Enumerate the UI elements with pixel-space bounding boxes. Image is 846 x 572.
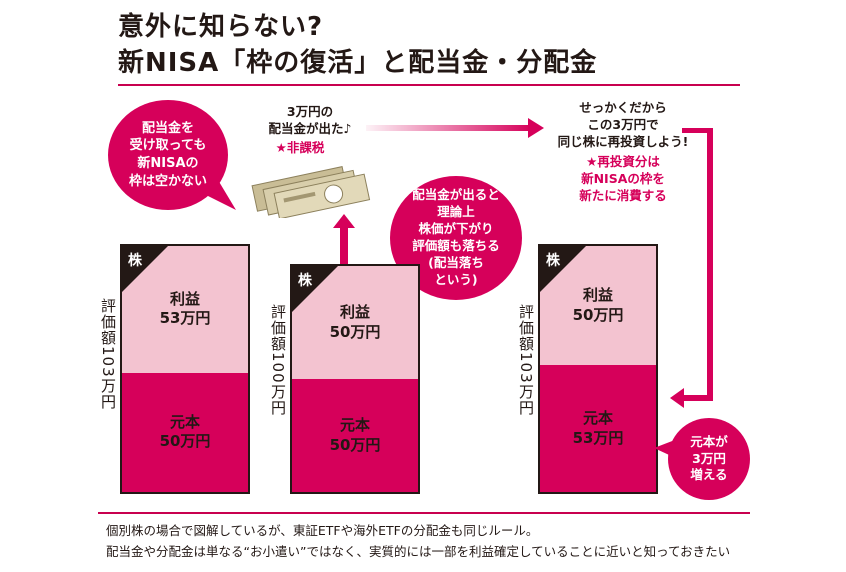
arrow-to-reinvest bbox=[366, 118, 544, 138]
stock-tag: 株 bbox=[298, 273, 312, 289]
title-line-2: 新NISA「枠の復活」と配当金・分配金 bbox=[118, 48, 598, 78]
principal-segment: 元本 50万円 bbox=[292, 379, 418, 492]
valuation-label-1: 評価額103万円 bbox=[99, 298, 117, 410]
dividend-caption: 3万円の 配当金が出た♪ bbox=[268, 104, 352, 136]
reinvest-caption: せっかくだから この3万円で 同じ株に再投資しよう! bbox=[557, 100, 689, 149]
principal-label: 元本 bbox=[169, 412, 200, 431]
profit-label: 利益 bbox=[339, 303, 370, 321]
bubble-ex-dividend: 配当金が出ると 理論上 株価が下がり 評価額も落ちる (配当落ち という) bbox=[382, 176, 522, 300]
profit-value: 53万円 bbox=[159, 309, 211, 328]
principal-value: 53万円 bbox=[572, 428, 624, 447]
profit-label: 利益 bbox=[582, 286, 613, 305]
bubble-tail bbox=[196, 180, 236, 210]
footer-rule bbox=[98, 512, 750, 514]
bubble-no-quota-text: 配当金を 受け取っても 新NISAの 枠は空かない bbox=[108, 100, 228, 210]
principal-value: 50万円 bbox=[159, 432, 211, 451]
bubble-principal-up: 元本が 3万円 増える bbox=[654, 418, 750, 500]
stock-box-1: 利益 53万円 元本 50万円 株 bbox=[120, 244, 250, 494]
profit-label: 利益 bbox=[169, 289, 200, 308]
yen-banknotes-icon bbox=[251, 166, 371, 218]
profit-value: 50万円 bbox=[329, 322, 381, 341]
principal-segment: 元本 53万円 bbox=[540, 365, 656, 492]
bubble-ex-dividend-text: 配当金が出ると 理論上 株価が下がり 評価額も落ちる (配当落ち という) bbox=[390, 176, 522, 300]
stock-tag-corner bbox=[122, 246, 168, 292]
bubble-tail bbox=[654, 438, 680, 460]
principal-value: 50万円 bbox=[329, 435, 381, 454]
valuation-label-3: 評価額103万円 bbox=[517, 304, 535, 416]
stock-tag-corner bbox=[292, 266, 338, 312]
principal-label: 元本 bbox=[582, 409, 613, 428]
title-line-1: 意外に知らない? bbox=[118, 12, 324, 42]
stock-box-2: 利益 50万円 元本 50万円 株 bbox=[290, 264, 420, 494]
stock-box-3: 利益 50万円 元本 53万円 株 bbox=[538, 244, 658, 494]
arrow-to-principal bbox=[670, 128, 713, 408]
footer-line-2: 配当金や分配金は単なる“お小遣い”ではなく、実質的には一部を利益確定していること… bbox=[106, 544, 731, 559]
bubble-principal-up-text: 元本が 3万円 増える bbox=[668, 418, 750, 500]
stock-tag: 株 bbox=[128, 253, 142, 269]
bubble-no-quota: 配当金を 受け取っても 新NISAの 枠は空かない bbox=[108, 100, 236, 210]
principal-segment: 元本 50万円 bbox=[122, 372, 248, 492]
stock-tag-corner bbox=[540, 246, 586, 292]
stock-tag: 株 bbox=[546, 253, 560, 269]
reinvest-note: ★再投資分は 新NISAの枠を 新たに消費する bbox=[579, 154, 667, 203]
tax-free-note: ★非課税 bbox=[275, 140, 325, 155]
footer-line-1: 個別株の場合で図解しているが、東証ETFや海外ETFの分配金も同じルール。 bbox=[106, 523, 539, 538]
valuation-label-2: 評価額100万円 bbox=[269, 304, 287, 416]
principal-label: 元本 bbox=[339, 416, 370, 434]
profit-value: 50万円 bbox=[572, 305, 624, 324]
title-rule bbox=[118, 84, 740, 86]
arrow-up bbox=[333, 214, 355, 264]
